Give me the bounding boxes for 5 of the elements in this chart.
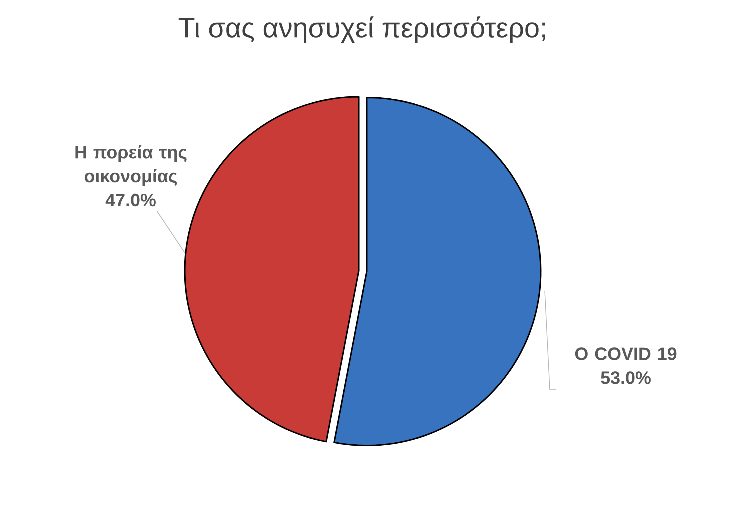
data-label: 53.0% <box>601 372 651 384</box>
chart-title: Τι σας ανησυχεί περισσότερο; <box>178 16 546 44</box>
slice-label: Ο COVID 19 <box>575 348 677 360</box>
slice-label: Η πορεία της οικονομίας <box>76 145 187 186</box>
data-label: 47.0% <box>106 194 156 207</box>
